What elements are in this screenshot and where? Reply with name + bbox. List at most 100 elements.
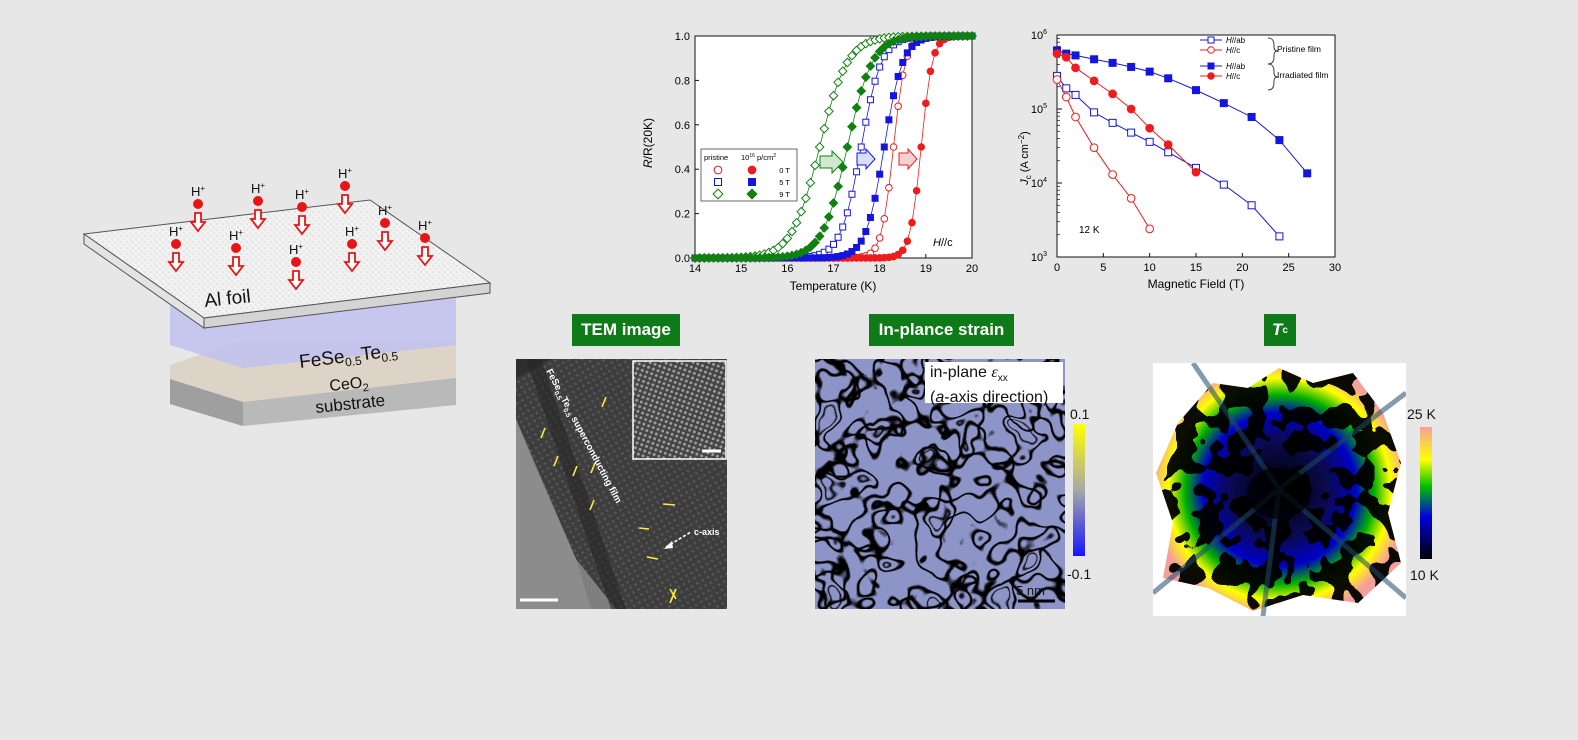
down-arrow-icon [287, 270, 305, 291]
jc-series-3 [1052, 49, 1201, 177]
strain-cbar-min: -0.1 [1067, 566, 1092, 582]
jc-legend-label: H//c [1226, 46, 1240, 55]
r-data-point [777, 238, 788, 249]
jc-data-point [1071, 112, 1080, 122]
legend-brace-irradiated [1267, 63, 1279, 91]
jc-legend-marker [1207, 72, 1215, 80]
legend-marker [713, 165, 723, 175]
legend-marker [747, 165, 757, 175]
legend-marker [748, 178, 756, 186]
jc-data-point [1163, 140, 1173, 149]
r-chart-legend: pristine 1016 p/cm2 0 T 5 T 9 T [700, 148, 798, 202]
legend-group-irradiated: Irradiated film [1277, 70, 1329, 80]
r-xtick-label: 16 [781, 263, 793, 275]
r-data-point [805, 242, 816, 253]
strain-title: In-plance strain [869, 314, 1014, 346]
r-data-point [862, 228, 870, 236]
r-ytick-label: 0.6 [675, 120, 690, 132]
jc-data-point [1061, 52, 1071, 62]
tc-cbar-min: 10 K [1410, 567, 1439, 583]
r-data-point [866, 96, 874, 104]
r-data-point [837, 162, 848, 173]
jc-data-point [1108, 89, 1117, 99]
jc-chart-ylabel: Jc (A cm−2) [1017, 131, 1033, 185]
r-data-point [967, 31, 977, 41]
jc-series-1 [1052, 75, 1155, 234]
down-arrow-icon [293, 215, 311, 236]
r-data-point [810, 237, 820, 248]
strain-colorbar [1073, 424, 1085, 556]
r-data-point [917, 143, 926, 151]
jc-xtick-label: 10 [1144, 262, 1156, 274]
jc-data-point [1164, 74, 1173, 83]
r-data-point [828, 90, 839, 101]
jc-data-point [1089, 76, 1099, 86]
jc-data-point [1247, 112, 1256, 121]
proton-label: H+ [418, 218, 432, 233]
jc-legend-marker [1207, 46, 1215, 54]
down-arrow-icon [167, 252, 185, 273]
r-data-point [876, 63, 884, 71]
jc-data-point [1145, 224, 1155, 234]
jc-chart: 0 5 10 15 20 25 30 103 104 105 106 Jc (A cm−2) Mag… [1017, 29, 1341, 291]
legend-field-0: 0 T [779, 166, 790, 175]
r-data-point [848, 190, 856, 198]
legend-marker [712, 188, 724, 200]
r-data-point [847, 50, 857, 61]
jc-legend-marker [1207, 36, 1215, 44]
jc-data-point [1145, 137, 1154, 146]
jc-data-point [1275, 136, 1284, 145]
jc-series-0 [1053, 71, 1284, 241]
r-data-point [796, 206, 807, 217]
r-xtick-label: 14 [689, 263, 701, 275]
jc-data-point [1108, 118, 1117, 127]
proton-0: H+ [189, 184, 207, 233]
jc-data-point [1052, 75, 1062, 84]
r-data-point [860, 72, 871, 83]
jc-data-point [1090, 55, 1099, 64]
down-arrow-icon [249, 209, 267, 230]
jc-data-point [1126, 194, 1136, 203]
strain-scale-label: 5 nm [1016, 583, 1045, 598]
r-xtick-label: 15 [735, 263, 747, 275]
jc-ytick-label: 106 [1031, 29, 1047, 42]
jc-data-point [1108, 170, 1117, 179]
jc-xtick-label: 25 [1283, 262, 1295, 274]
r-data-point [823, 211, 834, 222]
jc-data-point [1127, 62, 1136, 71]
r-data-point [810, 160, 820, 171]
jc-legend-label: H//ab [1226, 36, 1246, 45]
r-data-point [857, 143, 865, 151]
jc-xtick-label: 5 [1100, 262, 1106, 274]
r-data-point [908, 218, 916, 227]
jc-ytick-label: 105 [1031, 103, 1047, 116]
r-ytick-label: 1.0 [675, 31, 690, 43]
r-data-point [931, 49, 939, 57]
r-data-point [866, 214, 874, 222]
tem-image: c-axis FeSe0.5Te0.5 superconducting film [516, 359, 727, 609]
jc-data-point [1062, 84, 1071, 93]
r-data-point [782, 233, 793, 244]
r-data-point [857, 237, 865, 245]
legend-header-pristine: pristine [704, 153, 728, 162]
r-data-point [842, 142, 853, 152]
r-data-point [842, 57, 853, 68]
r-ytick-label: 0.4 [675, 164, 690, 176]
r-data-point [922, 99, 930, 108]
r-data-point [876, 170, 884, 178]
legend-brace-pristine [1267, 37, 1279, 65]
jc-ytick-label: 103 [1031, 251, 1047, 264]
r-data-point [865, 61, 876, 72]
jc-data-point [1071, 90, 1080, 99]
r-data-point [851, 102, 862, 113]
r-series-5 [690, 31, 977, 263]
down-arrow-icon [227, 256, 245, 277]
r-data-point [825, 245, 833, 253]
r-data-point [926, 67, 935, 76]
strain-map: in-plane εxx (a-axis direction) 5 nm [815, 359, 1065, 609]
r-xtick-label: 17 [827, 263, 839, 275]
r-data-point [870, 52, 880, 63]
jc-chart-xlabel: Magnetic Field (T) [1148, 277, 1245, 291]
r-chart-annotation: H//c [933, 237, 953, 249]
